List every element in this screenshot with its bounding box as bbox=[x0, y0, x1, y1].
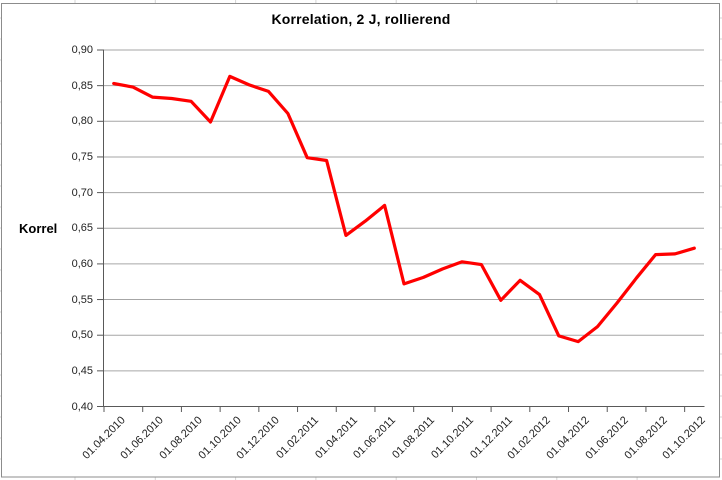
chart-frame-border bbox=[1, 3, 720, 478]
chart-title: Korrelation, 2 J, rollierend bbox=[271, 11, 451, 27]
y-axis-tick-label: 0,90 bbox=[71, 44, 93, 56]
y-axis-tick-label: 0,40 bbox=[71, 400, 93, 413]
y-axis-tick-label: 0,50 bbox=[71, 329, 93, 342]
y-axis-tick-label: 0,60 bbox=[71, 257, 93, 270]
y-axis-tick-label: 0,55 bbox=[71, 293, 93, 306]
y-axis-tick-label: 0,75 bbox=[71, 150, 93, 163]
correlation-line-series bbox=[112, 74, 696, 344]
y-axis-tick-label: 0,85 bbox=[71, 79, 93, 92]
y-axis-tick-label: 0,80 bbox=[71, 115, 93, 128]
y-axis-tick-label: 0,65 bbox=[71, 222, 93, 235]
y-axis-title: Korrel bbox=[19, 221, 58, 236]
y-axis-tick-label: 0,70 bbox=[71, 186, 93, 199]
y-axis-tick-label: 0,45 bbox=[71, 364, 93, 377]
